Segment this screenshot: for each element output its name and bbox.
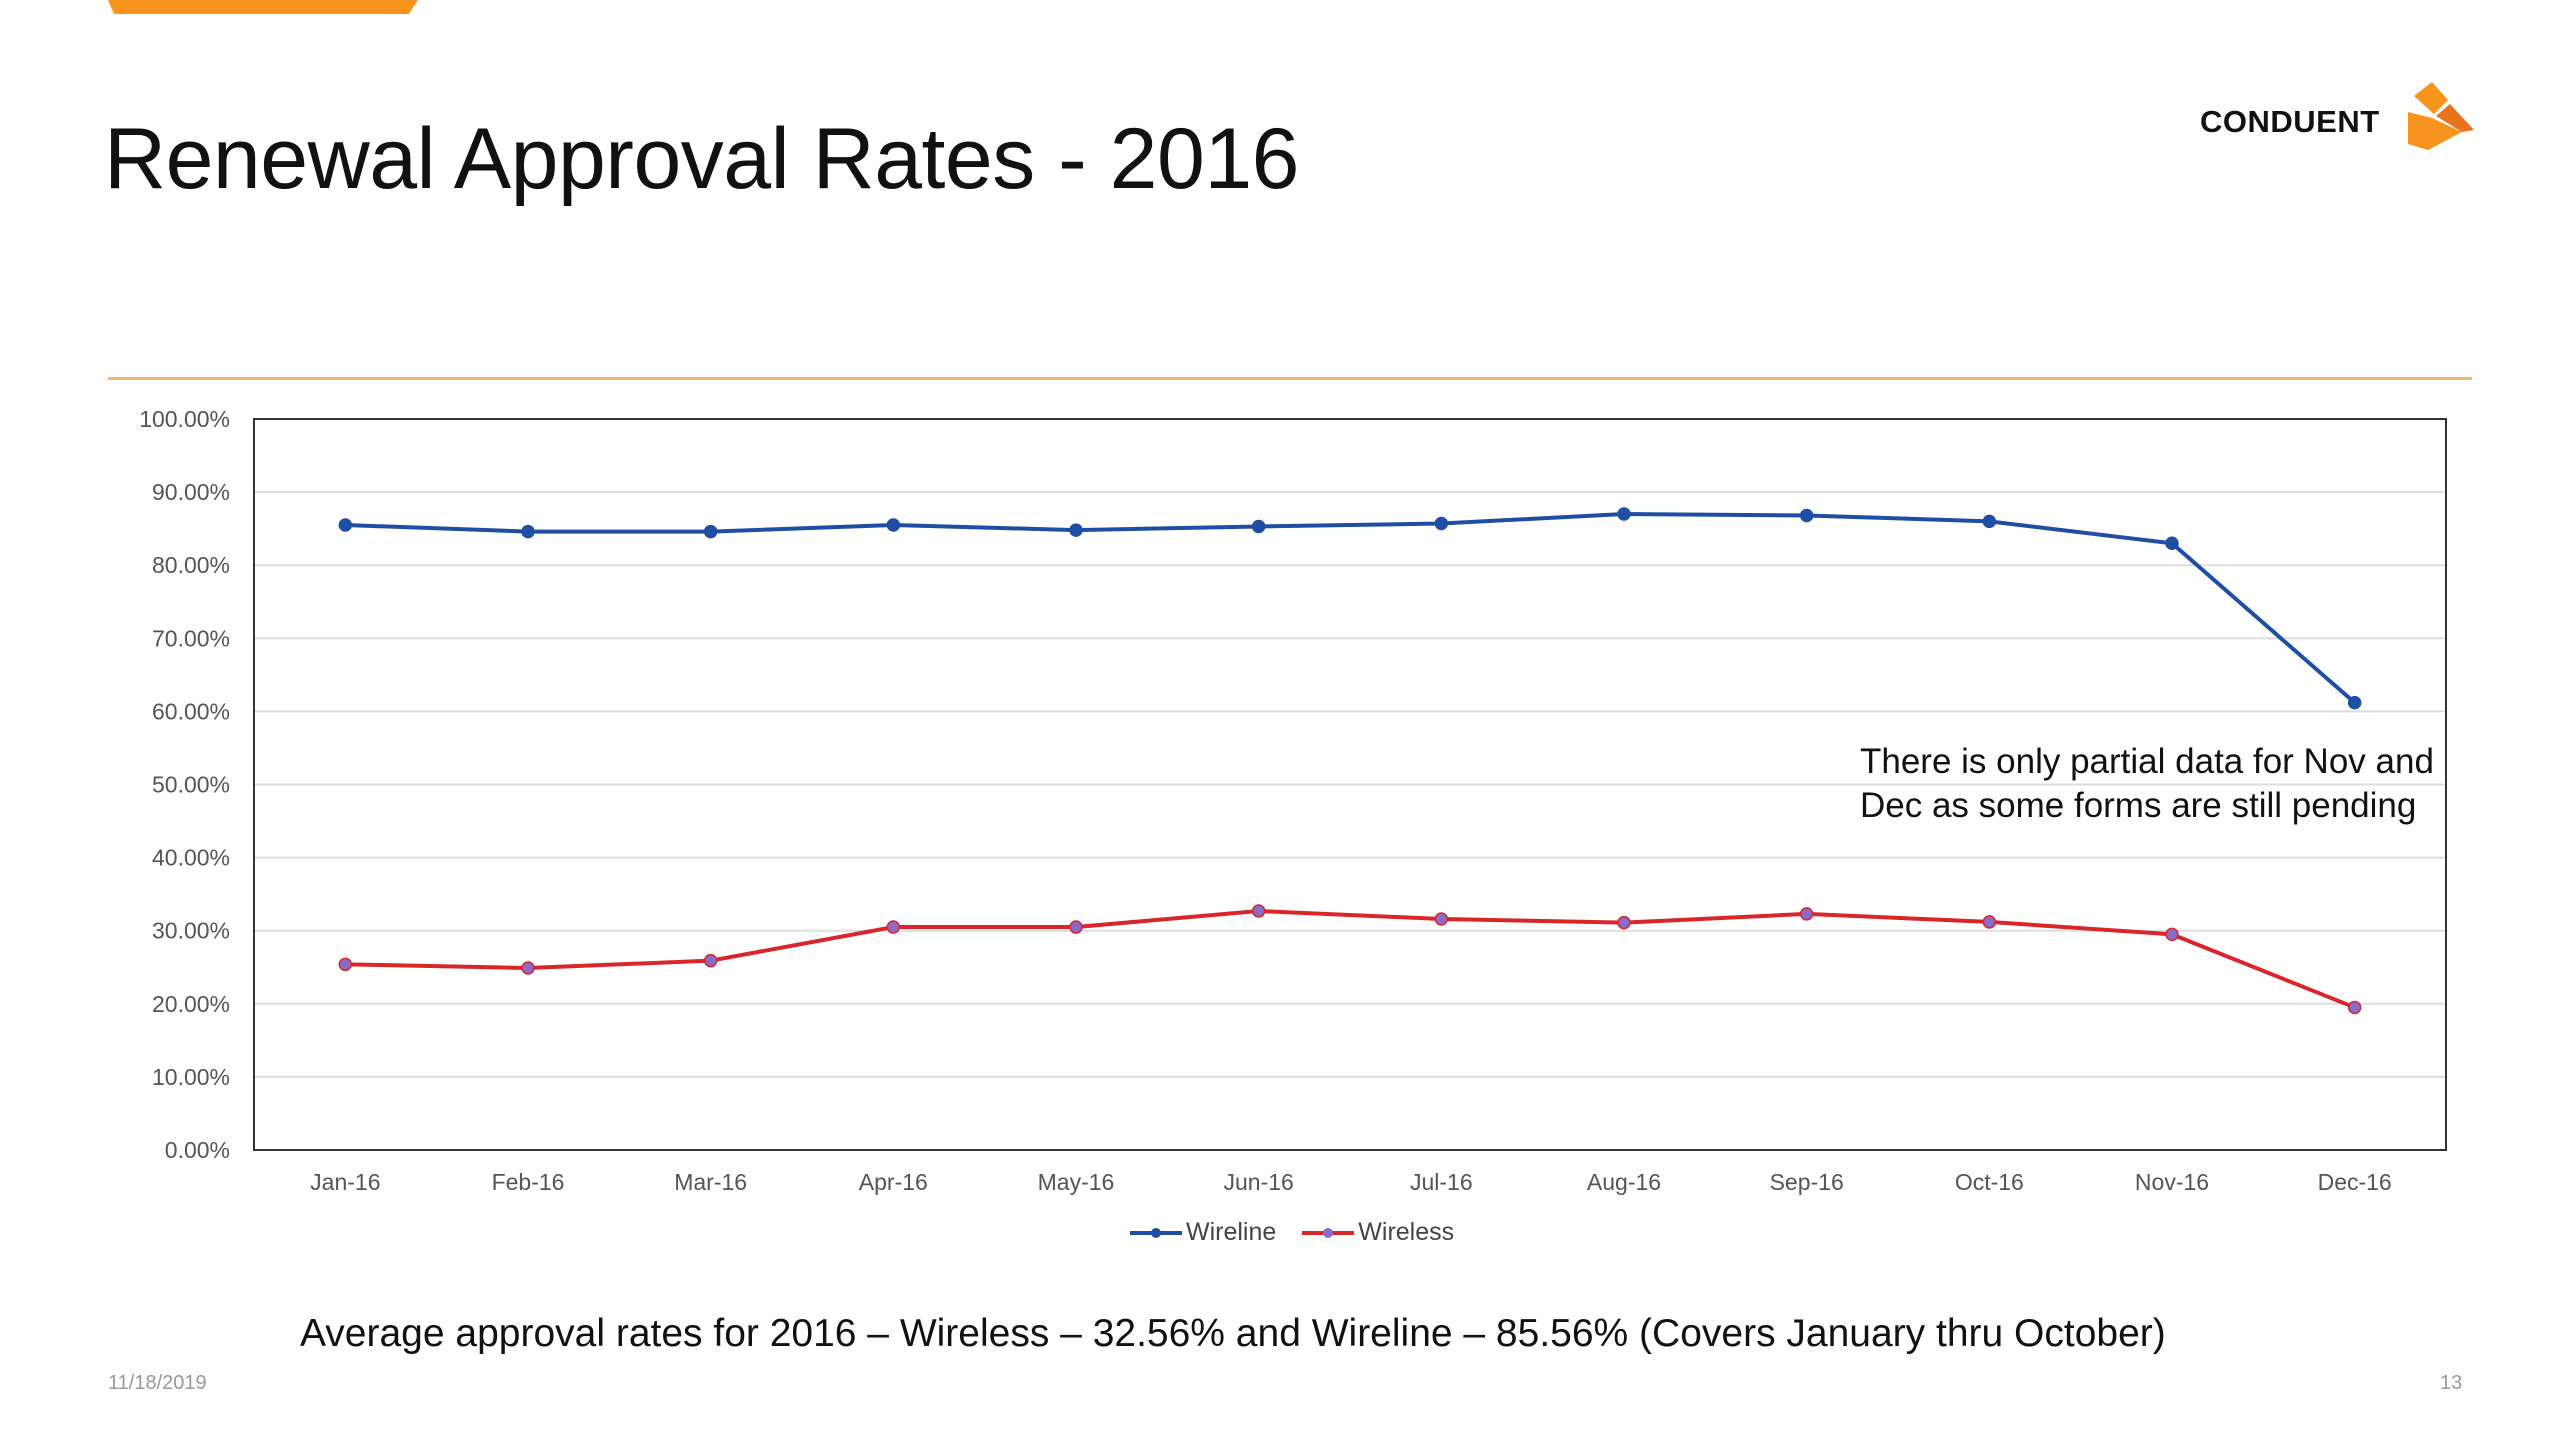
- data-point-wireline: [1069, 523, 1083, 537]
- data-point-wireline: [338, 518, 353, 532]
- data-point-wireline: [703, 524, 718, 539]
- x-tick-label: Aug-16: [1587, 1169, 1661, 1195]
- plot-border: [253, 418, 2447, 1151]
- legend-swatch-wireless: [1302, 1227, 1355, 1238]
- data-point-wireless: [1251, 904, 1266, 918]
- data-point-wireless: [521, 961, 535, 975]
- x-tick-label: Dec-16: [2318, 1169, 2392, 1195]
- y-tick-label: 30.00%: [152, 918, 230, 944]
- legend-item-wireline: Wireline: [1130, 1218, 1276, 1247]
- page-number: 13: [2440, 1372, 2463, 1394]
- data-point-wireline: [2347, 695, 2362, 710]
- legend-label-wireless: Wireless: [1358, 1218, 1455, 1246]
- x-tick-label: Jun-16: [1224, 1169, 1294, 1195]
- x-tick-label: Jan-16: [310, 1169, 380, 1195]
- data-point-wireless: [1799, 907, 1814, 921]
- data-point-wireless: [1069, 920, 1083, 934]
- slide-date: 11/18/2019: [108, 1372, 207, 1394]
- chart-annotation: There is only partial data for Nov and D…: [1860, 742, 2434, 825]
- x-tick-label: Nov-16: [2135, 1169, 2209, 1195]
- y-tick-label: 60.00%: [152, 698, 230, 724]
- y-tick-label: 40.00%: [152, 845, 230, 871]
- average-summary: Average approval rates for 2016 – Wirele…: [300, 1312, 2166, 1355]
- x-tick-label: Jul-16: [1410, 1169, 1473, 1195]
- conduent-logo-icon: [2408, 82, 2474, 150]
- line-chart: 0.00% 10.00% 20.00% 30.00% 40.00% 50.00% 60.00…: [139, 406, 2447, 1195]
- data-point-wireless: [2347, 1000, 2362, 1015]
- header-divider: [108, 377, 2472, 380]
- data-point-wireline: [521, 524, 535, 539]
- y-tick-label: 0.00%: [165, 1137, 230, 1163]
- data-point-wireline: [1434, 516, 1449, 531]
- x-tick-label: May-16: [1038, 1169, 1115, 1195]
- y-tick-label: 20.00%: [152, 991, 230, 1017]
- data-point-wireline: [2165, 536, 2179, 551]
- x-tick-label: Mar-16: [674, 1169, 747, 1195]
- data-point-wireless: [1434, 912, 1449, 926]
- data-point-wireline: [1982, 514, 1997, 529]
- data-point-wireless: [703, 953, 718, 968]
- y-tick-label: 90.00%: [152, 479, 230, 505]
- chart-legend: Wireline Wireless: [1130, 1218, 1454, 1247]
- y-tick-label: 100.00%: [139, 406, 230, 432]
- data-point-wireless: [1617, 915, 1631, 930]
- data-point-wireline: [886, 518, 901, 532]
- series-line-wireline: [345, 512, 2356, 705]
- y-tick-label: 50.00%: [152, 772, 230, 798]
- company-logo: CONDUENT: [2200, 78, 2480, 158]
- y-tick-label: 70.00%: [152, 625, 230, 651]
- legend-item-wireless: Wireless: [1302, 1218, 1454, 1247]
- data-point-wireless: [886, 920, 901, 934]
- data-point-wireline: [1617, 507, 1631, 521]
- x-tick-label: Feb-16: [492, 1169, 565, 1195]
- logo-wordmark: CONDUENT: [2200, 104, 2380, 139]
- y-tick-label: 80.00%: [152, 552, 230, 578]
- top-accent-tab: [108, 0, 418, 14]
- x-tick-label: Apr-16: [859, 1169, 928, 1195]
- legend-label-wireline: Wireline: [1186, 1218, 1277, 1246]
- data-point-wireless: [338, 957, 353, 972]
- y-tick-label: 10.00%: [152, 1064, 230, 1090]
- legend-swatch-wireline: [1130, 1227, 1182, 1238]
- data-point-wireline: [1799, 508, 1814, 523]
- data-point-wireline: [1251, 519, 1266, 534]
- data-point-wireless: [1982, 915, 1997, 929]
- series-line-wireless: [345, 908, 2356, 1010]
- x-tick-label: Oct-16: [1955, 1169, 2024, 1195]
- slide-title: Renewal Approval Rates - 2016: [104, 111, 1300, 207]
- data-point-wireless: [2165, 927, 2179, 942]
- x-tick-label: Sep-16: [1770, 1169, 1844, 1195]
